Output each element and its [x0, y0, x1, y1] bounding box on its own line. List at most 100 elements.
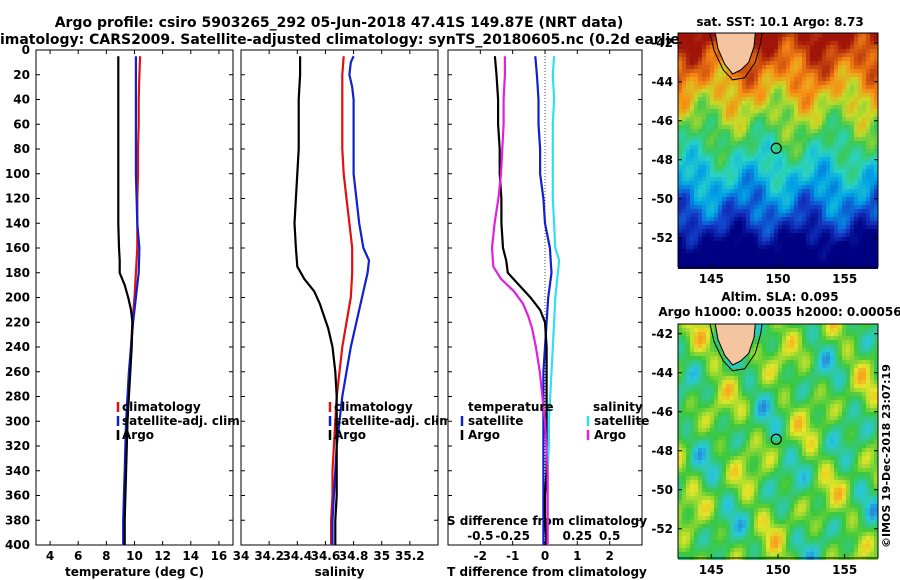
- map-cell: [758, 380, 762, 384]
- map-cell: [702, 424, 706, 428]
- map-cell: [850, 69, 854, 73]
- map-cell: [822, 85, 826, 89]
- map-cell: [750, 384, 754, 388]
- map-cell: [854, 129, 858, 133]
- map-cell: [682, 436, 686, 440]
- map-cell: [866, 193, 870, 197]
- map-cell: [682, 472, 686, 476]
- map-cell: [834, 53, 838, 57]
- map-cell: [678, 177, 682, 181]
- map-cell: [810, 89, 814, 93]
- map-cell: [754, 328, 758, 332]
- map-cell: [818, 177, 822, 181]
- map-cell: [750, 404, 754, 408]
- map-cell: [678, 141, 682, 145]
- map-cell: [778, 121, 782, 125]
- map-cell: [866, 93, 870, 97]
- map-cell: [806, 233, 810, 237]
- map-cell: [838, 73, 842, 77]
- map-cell: [710, 336, 714, 340]
- map-cell: [694, 209, 698, 213]
- map-cell: [874, 261, 878, 265]
- map-cell: [790, 85, 794, 89]
- map-cell: [734, 532, 738, 536]
- map-cell: [778, 420, 782, 424]
- map-cell: [870, 117, 874, 121]
- map-cell: [694, 113, 698, 117]
- map-cell: [774, 177, 778, 181]
- map-cell: [806, 245, 810, 249]
- map-cell: [750, 125, 754, 129]
- map-cell: [738, 400, 742, 404]
- map-cell: [754, 444, 758, 448]
- map-cell: [818, 97, 822, 101]
- map-cell: [714, 153, 718, 157]
- map-cell: [850, 245, 854, 249]
- map-cell: [738, 121, 742, 125]
- map-cell: [790, 65, 794, 69]
- map-cell: [782, 209, 786, 213]
- map-cell: [846, 193, 850, 197]
- map-cell: [758, 165, 762, 169]
- map-cell: [754, 488, 758, 492]
- map-cell: [758, 97, 762, 101]
- map-cell: [830, 113, 834, 117]
- map-cell: [750, 249, 754, 253]
- map-cell: [718, 536, 722, 540]
- map-cell: [678, 77, 682, 81]
- map-cell: [750, 145, 754, 149]
- map-cell: [686, 492, 690, 496]
- map-cell: [818, 57, 822, 61]
- map-cell: [734, 376, 738, 380]
- map-cell: [710, 408, 714, 412]
- map-cell: [866, 233, 870, 237]
- map-cell: [854, 181, 858, 185]
- map-cell: [726, 157, 730, 161]
- map-cell: [694, 400, 698, 404]
- map-cell: [790, 432, 794, 436]
- map-cell: [870, 169, 874, 173]
- map-cell: [778, 396, 782, 400]
- map-cell: [754, 209, 758, 213]
- map-cell: [834, 201, 838, 205]
- map-cell: [770, 65, 774, 69]
- map-cell: [870, 53, 874, 57]
- map-cell: [690, 444, 694, 448]
- map-cell: [806, 97, 810, 101]
- map-cell: [838, 173, 842, 177]
- map-cell: [786, 344, 790, 348]
- map-cell: [802, 97, 806, 101]
- map-cell: [738, 392, 742, 396]
- map-cell: [738, 456, 742, 460]
- map-cell: [830, 77, 834, 81]
- map-cell: [870, 113, 874, 117]
- map-cell: [742, 237, 746, 241]
- map-cell: [794, 404, 798, 408]
- map-cell: [870, 197, 874, 201]
- map-cell: [782, 229, 786, 233]
- map-cell: [762, 396, 766, 400]
- map-cell: [770, 237, 774, 241]
- map-cell: [786, 356, 790, 360]
- map-cell: [838, 145, 842, 149]
- map-cell: [830, 57, 834, 61]
- map-cell: [802, 257, 806, 261]
- map-cell: [782, 364, 786, 368]
- map-cell: [786, 177, 790, 181]
- map-cell: [730, 189, 734, 193]
- map-cell: [742, 520, 746, 524]
- map-cell: [794, 448, 798, 452]
- map-cell: [738, 109, 742, 113]
- map-cell: [782, 328, 786, 332]
- map-cell: [690, 117, 694, 121]
- map-cell: [774, 340, 778, 344]
- map-cell: [850, 117, 854, 121]
- map-cell: [678, 97, 682, 101]
- map-cell: [738, 113, 742, 117]
- map-cell: [834, 73, 838, 77]
- map-cell: [830, 233, 834, 237]
- map-cell: [782, 420, 786, 424]
- map-cell: [754, 324, 758, 328]
- map-cell: [758, 161, 762, 165]
- map-cell: [818, 165, 822, 169]
